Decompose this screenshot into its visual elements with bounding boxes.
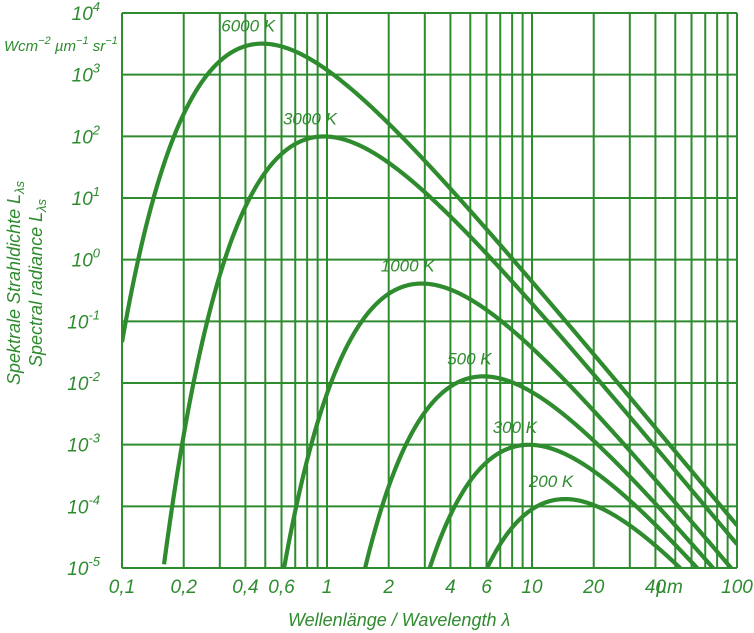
- y-tick-label: 103: [72, 61, 101, 87]
- x-tick-label: 0,6: [268, 577, 295, 598]
- x-tick-label: 100: [721, 577, 753, 598]
- x-tick-label: 0,4: [232, 577, 258, 598]
- curve-label-200k: 200 K: [528, 472, 574, 491]
- y-tick-label: 101: [72, 184, 100, 210]
- y-tick-label: 10-1: [67, 307, 100, 333]
- x-tick-label: 40: [645, 577, 667, 598]
- y-tick-label: 104: [72, 0, 100, 25]
- curve-label-300k: 300 K: [493, 418, 538, 437]
- x-tick-label: 10: [521, 577, 543, 598]
- curve-200k: [485, 496, 683, 568]
- x-tick-labels: 0,1 0,2 0,4 0,6 1 2 4 6 10 20 40 100: [109, 577, 753, 598]
- x-tick-label: 20: [582, 577, 605, 598]
- x-tick-label: 1: [322, 577, 333, 598]
- y-tick-label: 100: [72, 246, 101, 272]
- curve-label-6000k: 6000 K: [221, 17, 276, 36]
- x-tick-label: 6: [481, 577, 492, 598]
- x-tick-label: 2: [382, 577, 394, 598]
- y-axis-label-de: Spektrale Strahldichte Lλs: [4, 181, 27, 386]
- y-tick-label: 10-4: [67, 492, 100, 518]
- y-tick-label: 10-5: [67, 554, 100, 580]
- x-tick-label: 4: [445, 577, 456, 598]
- y-tick-labels: 10-5 10-4 10-3 10-2 10-1 100 101 102 103 104: [67, 0, 100, 580]
- curve-label-500k: 500 K: [447, 349, 492, 368]
- curve-labels: 6000 K 3000 K 1000 K 500 K 300 K 200 K: [221, 17, 574, 491]
- x-tick-label: 0,2: [171, 577, 198, 598]
- y-tick-label: 10-2: [67, 369, 100, 395]
- y-tick-label: 10-3: [67, 431, 100, 457]
- y-tick-label: 102: [72, 122, 101, 148]
- curve-6000k: [122, 41, 737, 527]
- x-unit-label: µm: [655, 577, 683, 598]
- x-axis-label: Wellenlänge / Wavelength λ: [288, 610, 510, 630]
- curve-label-1000k: 1000 K: [381, 257, 436, 276]
- x-tick-label: 0,1: [109, 577, 135, 598]
- curve-300k: [427, 442, 700, 568]
- curve-500k: [362, 374, 716, 568]
- y-axis-label-en: Spectral radiance Lλs: [26, 199, 49, 367]
- curve-3000k: [161, 134, 737, 565]
- y-unit-label: Wcm−2 µm−1 sr−1: [4, 35, 118, 55]
- curves: [122, 41, 737, 568]
- curve-1000k: [281, 281, 734, 568]
- curve-label-3000k: 3000 K: [283, 109, 338, 128]
